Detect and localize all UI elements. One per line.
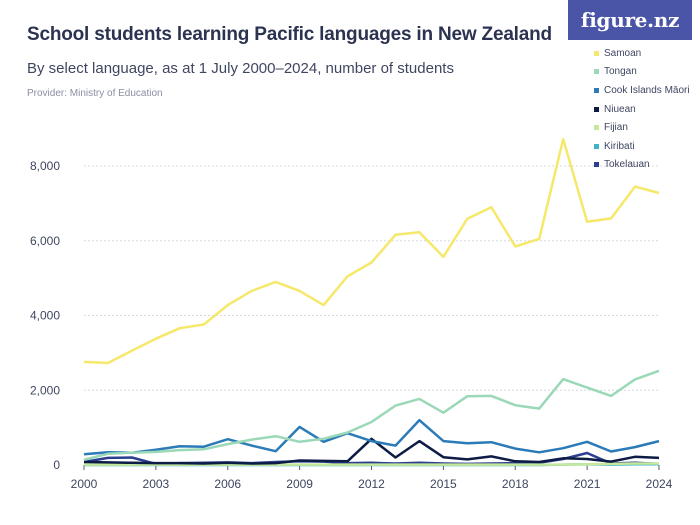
legend-label: Cook Islands Māori (604, 84, 690, 96)
legend-item[interactable]: Niuean (594, 100, 690, 119)
legend-item[interactable]: Kiribati (594, 137, 690, 156)
series-line-cook-islands-m-ori[interactable] (83, 418, 660, 456)
legend: Samoan Tongan Cook Islands Māori Niuean Fiji… (594, 44, 690, 174)
x-tick-label: 2000 (71, 477, 98, 491)
y-axis-ticks: 0 2,000 4,000 6,000 8,000 (30, 159, 60, 472)
series-line-niuean[interactable] (83, 437, 660, 465)
legend-label: Tongan (604, 66, 637, 78)
chart-title: School students learning Pacific languag… (27, 24, 552, 45)
legend-swatch (594, 50, 599, 56)
figurenz-logo[interactable]: figure.nz (568, 0, 692, 40)
legend-swatch (594, 69, 599, 75)
y-tick-label: 2,000 (30, 383, 60, 397)
grid-lines (84, 165, 659, 466)
chart-subtitle: By select language, as at 1 July 2000–20… (27, 60, 454, 77)
legend-swatch (594, 106, 599, 112)
series-lines (83, 137, 660, 467)
legend-item[interactable]: Samoan (594, 44, 690, 63)
legend-item[interactable]: Cook Islands Māori (594, 81, 690, 100)
legend-label: Kiribati (604, 140, 635, 152)
x-tick-label: 2024 (646, 477, 673, 491)
legend-item[interactable]: Tongan (594, 63, 690, 82)
x-axis-ticks: 2000 2003 2006 2009 2012 2015 2018 2021 2024 (71, 465, 673, 491)
legend-swatch (594, 143, 599, 149)
x-tick-label: 2012 (358, 477, 385, 491)
y-tick-label: 8,000 (30, 159, 60, 173)
legend-swatch (594, 125, 599, 131)
data-provider: Provider: Ministry of Education (27, 88, 163, 99)
x-tick-label: 2015 (430, 477, 457, 491)
legend-label: Niuean (604, 103, 636, 115)
series-line-samoan[interactable] (83, 137, 660, 365)
x-tick-label: 2018 (502, 477, 529, 491)
series-line-tongan[interactable] (83, 369, 660, 462)
x-tick-label: 2006 (214, 477, 241, 491)
x-tick-label: 2021 (574, 477, 601, 491)
y-tick-label: 4,000 (30, 309, 60, 323)
legend-label: Fijian (604, 122, 628, 134)
legend-item[interactable]: Tokelauan (594, 156, 690, 175)
legend-swatch (594, 87, 599, 93)
legend-item[interactable]: Fijian (594, 118, 690, 137)
y-tick-label: 0 (53, 458, 60, 472)
legend-swatch (594, 162, 599, 168)
series-line-fijian[interactable] (84, 462, 659, 466)
legend-label: Samoan (604, 47, 642, 59)
x-tick-label: 2009 (286, 477, 313, 491)
x-tick-label: 2003 (143, 477, 170, 491)
legend-label: Tokelauan (604, 159, 650, 171)
y-tick-label: 6,000 (30, 234, 60, 248)
